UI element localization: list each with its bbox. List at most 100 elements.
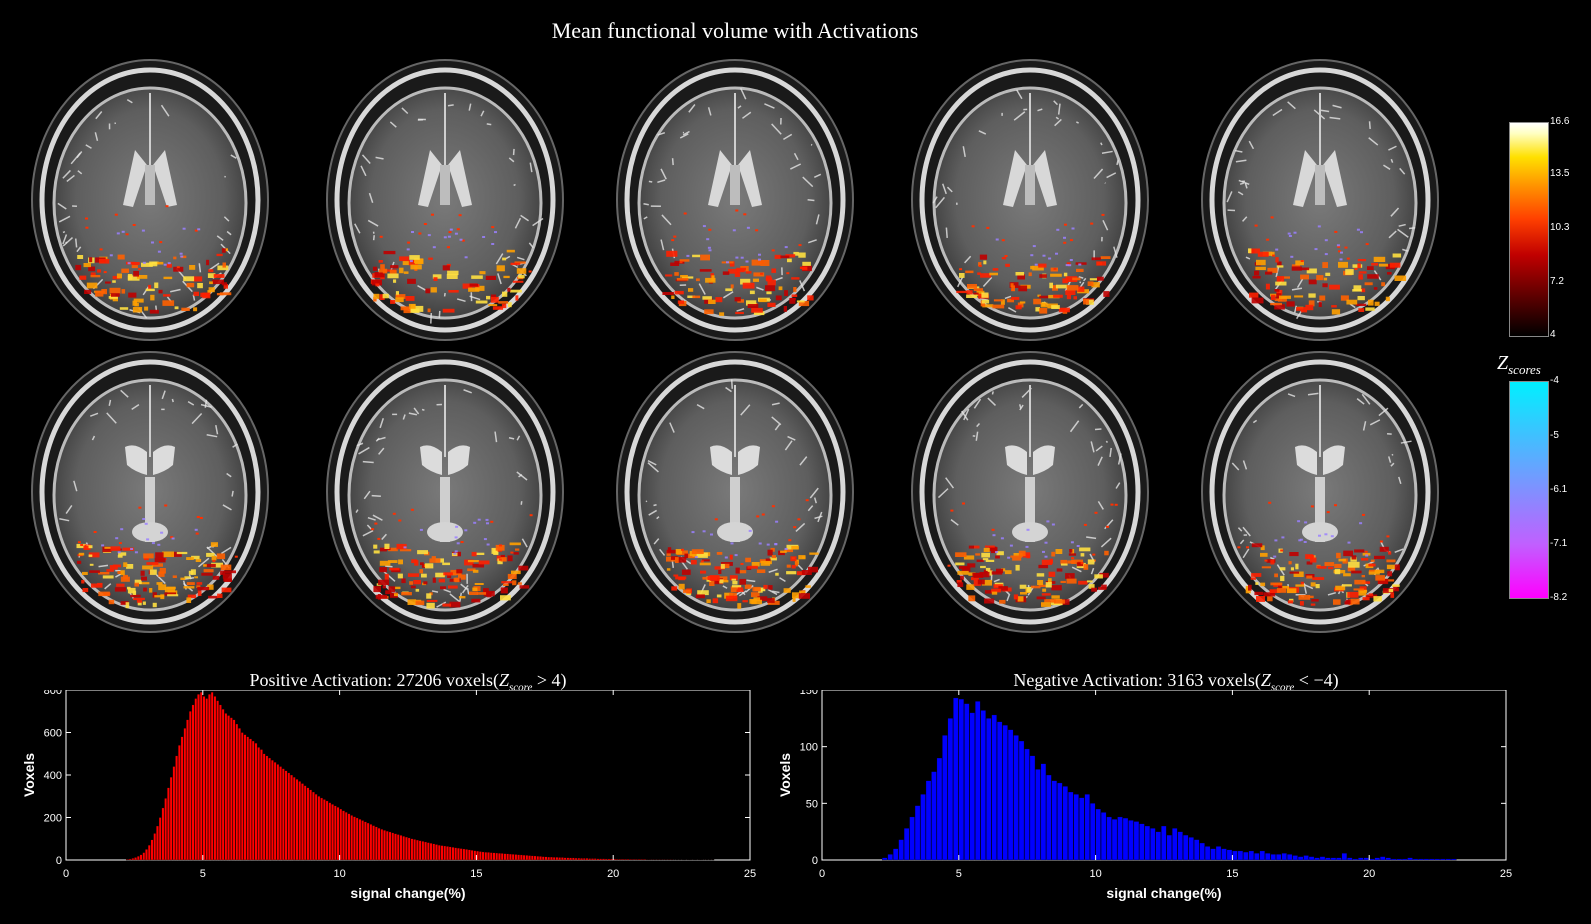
hist-bar bbox=[637, 859, 641, 861]
pos-tick-3: 7.2 bbox=[1550, 276, 1564, 287]
hist-bar bbox=[1018, 740, 1025, 861]
hist-bar bbox=[1204, 846, 1211, 861]
brain-slice-1-1 bbox=[326, 351, 564, 633]
y-tick-label: 600 bbox=[44, 728, 62, 740]
hist-bar bbox=[1133, 821, 1140, 861]
hist-bar bbox=[350, 815, 354, 861]
hist-bar bbox=[188, 711, 192, 861]
hist-bar bbox=[1172, 828, 1178, 861]
hist-bar bbox=[1265, 853, 1271, 861]
hist-bar bbox=[448, 846, 452, 861]
hist-bar bbox=[1095, 808, 1101, 861]
brain-slice-0-1 bbox=[326, 59, 564, 341]
hist-bar bbox=[470, 850, 474, 861]
hist-bar bbox=[953, 697, 959, 861]
hist-bar bbox=[473, 850, 477, 861]
hist-bar bbox=[1084, 794, 1090, 861]
neg-tick-0: -4 bbox=[1550, 375, 1559, 386]
y-axis-label: Voxels bbox=[21, 753, 37, 797]
hist-bar bbox=[353, 816, 356, 861]
hist-bar bbox=[440, 845, 444, 861]
hist-bar bbox=[1407, 857, 1413, 861]
hist-bar bbox=[251, 740, 255, 861]
hist-bar bbox=[1161, 825, 1167, 861]
hist-bar bbox=[1237, 850, 1244, 861]
hist-bar bbox=[257, 747, 261, 861]
colorbar-label: Zscores bbox=[1497, 352, 1541, 377]
hist-bar bbox=[506, 853, 509, 861]
hist-bar bbox=[975, 701, 981, 861]
hist-bar bbox=[279, 766, 282, 861]
hist-bar bbox=[996, 721, 1003, 861]
hist-bar bbox=[525, 855, 529, 861]
hist-bar bbox=[566, 857, 570, 861]
hist-bar bbox=[254, 742, 258, 861]
hist-bar bbox=[1210, 848, 1216, 861]
hist-bar bbox=[136, 856, 140, 861]
hist-bar bbox=[1215, 846, 1222, 861]
hist-bar bbox=[358, 819, 362, 861]
neg-tick-4: -8.2 bbox=[1550, 592, 1568, 603]
hist-bar bbox=[260, 749, 263, 861]
hist-bar bbox=[509, 853, 512, 861]
hist-bar bbox=[561, 857, 564, 861]
hist-bar bbox=[602, 858, 605, 861]
hist-bar bbox=[887, 854, 893, 861]
hist-bar bbox=[1281, 853, 1287, 861]
hist-bar bbox=[317, 796, 321, 861]
hist-bar bbox=[936, 757, 943, 861]
hist-bar bbox=[339, 808, 343, 861]
hist-bar bbox=[312, 791, 315, 861]
hist-bar bbox=[462, 848, 466, 861]
hist-bar bbox=[443, 845, 447, 861]
hist-bar bbox=[249, 738, 252, 861]
hist-bar bbox=[539, 856, 542, 861]
hist-bar bbox=[180, 736, 184, 861]
hist-bar bbox=[577, 857, 581, 861]
hist-bar bbox=[1226, 849, 1233, 861]
hist-bar bbox=[520, 854, 523, 861]
hist-bar bbox=[909, 816, 915, 861]
hist-bar bbox=[593, 858, 597, 861]
x-tick-label: 25 bbox=[744, 868, 756, 880]
hist-bar bbox=[1385, 857, 1391, 861]
y-tick-label: 50 bbox=[806, 798, 818, 810]
negative-colorbar bbox=[1509, 381, 1549, 599]
hist-bar bbox=[618, 858, 622, 861]
brain-slice-1-4 bbox=[1201, 351, 1439, 633]
hist-bar bbox=[920, 794, 926, 861]
hist-bar bbox=[347, 813, 351, 861]
hist-bar bbox=[607, 858, 611, 861]
hist-bar bbox=[1319, 856, 1326, 861]
hist-bar bbox=[555, 857, 559, 861]
hist-bar bbox=[1166, 834, 1172, 861]
hist-bar bbox=[1068, 791, 1074, 861]
y-tick-label: 100 bbox=[800, 742, 818, 754]
hist-bar bbox=[947, 718, 954, 861]
hist-bar bbox=[295, 779, 299, 861]
y-tick-label: 150 bbox=[800, 690, 818, 697]
hist-bar bbox=[942, 735, 948, 861]
hist-bar bbox=[342, 810, 345, 861]
hist-bar bbox=[301, 783, 304, 861]
hist-bar bbox=[161, 807, 165, 861]
hist-bar bbox=[580, 858, 583, 861]
positive-colorbar bbox=[1509, 122, 1549, 337]
hist-bar bbox=[640, 859, 644, 861]
y-tick-label: 0 bbox=[812, 855, 818, 867]
hist-bar bbox=[232, 719, 236, 861]
hist-bar bbox=[1040, 763, 1047, 861]
hist-bar bbox=[585, 858, 589, 861]
hist-bar bbox=[325, 800, 329, 861]
y-tick-label: 400 bbox=[44, 770, 62, 782]
hist-bar bbox=[298, 781, 302, 861]
hist-bar bbox=[402, 836, 406, 861]
neg-tick-2: -6.1 bbox=[1550, 484, 1568, 495]
hist-bar bbox=[468, 849, 471, 861]
brain-slice-1-0 bbox=[31, 351, 269, 633]
hist-bar bbox=[1259, 850, 1265, 861]
hist-bar bbox=[191, 704, 195, 861]
hist-bar bbox=[139, 854, 143, 861]
hist-bar bbox=[265, 755, 269, 861]
x-tick-label: 25 bbox=[1500, 868, 1512, 880]
